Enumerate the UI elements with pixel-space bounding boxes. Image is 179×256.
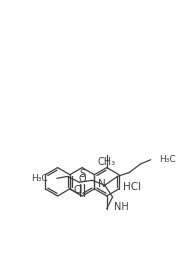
Text: NH: NH	[113, 202, 128, 212]
Text: H₃C: H₃C	[31, 174, 48, 183]
Text: H₃C: H₃C	[159, 155, 176, 164]
Text: S: S	[79, 169, 85, 179]
Text: CH₃: CH₃	[98, 157, 116, 167]
Text: Cl: Cl	[73, 185, 83, 195]
Text: O: O	[78, 174, 86, 184]
Text: HCl: HCl	[123, 182, 141, 192]
Text: N: N	[98, 179, 106, 189]
